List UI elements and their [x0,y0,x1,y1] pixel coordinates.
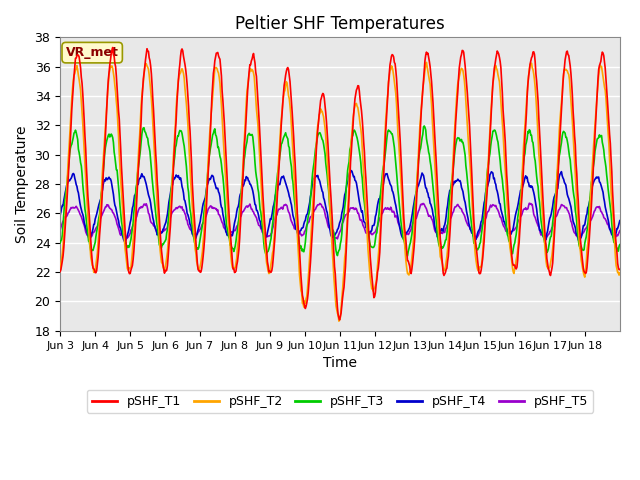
pSHF_T1 [275,176,282,182]
pSHF_T5 [399,229,406,235]
pSHF_T2 [253,107,260,112]
pSHF_T2 [225,225,232,231]
pSHF_T3 [398,225,406,230]
pSHF_T3 [225,234,232,240]
pSHF_T3 [420,123,428,129]
pSHF_T3 [56,240,64,246]
pSHF_T2 [56,265,64,271]
Legend: pSHF_T1, pSHF_T2, pSHF_T3, pSHF_T4, pSHF_T5: pSHF_T1, pSHF_T2, pSHF_T3, pSHF_T4, pSHF… [87,390,593,413]
pSHF_T4 [616,218,623,224]
Line: pSHF_T4: pSHF_T4 [60,170,620,241]
pSHF_T2 [335,318,343,324]
pSHF_T4 [399,235,406,240]
pSHF_T2 [399,205,406,211]
pSHF_T2 [616,270,623,276]
pSHF_T1 [399,201,407,206]
pSHF_T1 [336,317,344,323]
pSHF_T1 [616,267,623,273]
pSHF_T2 [422,60,430,65]
pSHF_T5 [225,231,232,237]
pSHF_T5 [616,228,623,234]
Line: pSHF_T2: pSHF_T2 [60,62,620,321]
pSHF_T5 [253,215,260,220]
Line: pSHF_T1: pSHF_T1 [60,48,620,320]
pSHF_T4 [122,237,130,243]
pSHF_T1 [123,247,131,253]
pSHF_T3 [404,253,412,259]
pSHF_T1 [431,129,438,134]
pSHF_T4 [56,212,64,218]
pSHF_T5 [122,234,130,240]
Y-axis label: Soil Temperature: Soil Temperature [15,125,29,243]
Line: pSHF_T5: pSHF_T5 [60,203,620,239]
pSHF_T2 [122,252,130,258]
pSHF_T5 [274,209,282,215]
pSHF_T3 [616,242,623,248]
pSHF_T2 [274,178,282,184]
pSHF_T3 [122,240,130,245]
pSHF_T5 [525,200,533,206]
pSHF_T5 [333,236,341,242]
pSHF_T5 [56,228,64,233]
pSHF_T3 [431,199,438,204]
pSHF_T2 [431,155,438,160]
pSHF_T3 [274,170,282,176]
pSHF_T5 [430,223,438,229]
pSHF_T1 [225,218,233,224]
pSHF_T4 [274,187,282,192]
X-axis label: Time: Time [323,356,357,370]
Text: VR_met: VR_met [66,46,118,59]
pSHF_T4 [253,207,260,213]
pSHF_T4 [348,168,355,173]
pSHF_T1 [56,269,64,275]
pSHF_T4 [225,232,232,238]
Line: pSHF_T3: pSHF_T3 [60,126,620,256]
pSHF_T4 [575,239,583,244]
Title: Peltier SHF Temperatures: Peltier SHF Temperatures [235,15,445,33]
pSHF_T1 [253,85,261,91]
pSHF_T4 [430,215,438,220]
pSHF_T1 [109,45,116,50]
pSHF_T3 [253,174,260,180]
